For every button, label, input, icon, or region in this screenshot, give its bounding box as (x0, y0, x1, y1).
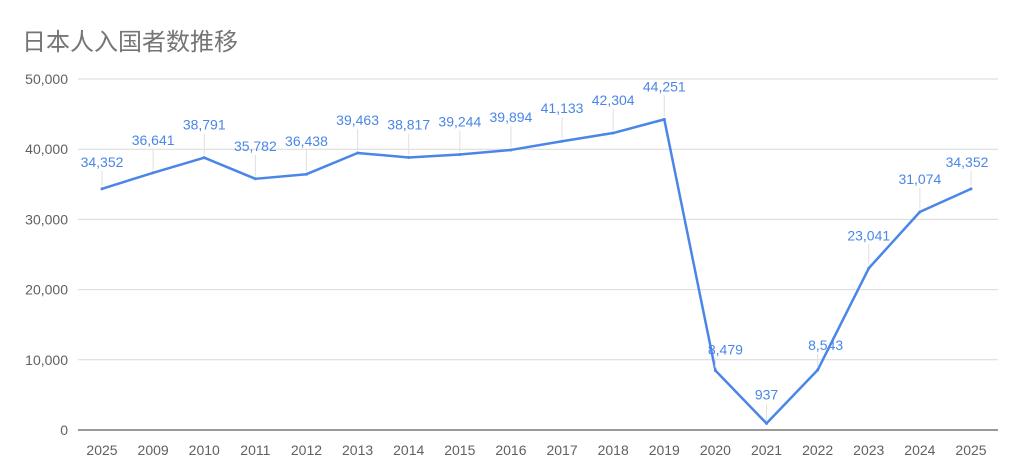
data-point (969, 187, 973, 191)
data-label: 42,304 (592, 92, 635, 108)
x-tick-label: 2019 (649, 442, 680, 458)
data-point (662, 117, 666, 121)
y-tick-label: 30,000 (25, 211, 68, 227)
data-point (918, 210, 922, 214)
data-point (867, 266, 871, 270)
data-point (816, 368, 820, 372)
x-tick-label: 2025 (86, 442, 117, 458)
data-point (765, 421, 769, 425)
data-label: 36,641 (132, 132, 175, 148)
data-label: 36,438 (285, 133, 328, 149)
x-tick-label: 2009 (138, 442, 169, 458)
data-label: 39,244 (438, 114, 481, 130)
x-tick-label: 2012 (291, 442, 322, 458)
x-tick-label: 2025 (955, 442, 986, 458)
data-label: 23,041 (847, 227, 890, 243)
data-point (202, 156, 206, 160)
data-point (713, 368, 717, 372)
data-label: 35,782 (234, 138, 277, 154)
data-point (100, 187, 104, 191)
x-tick-label: 2022 (802, 442, 833, 458)
data-label: 34,352 (81, 154, 124, 170)
data-label: 44,251 (643, 78, 686, 94)
y-tick-label: 40,000 (25, 141, 68, 157)
x-tick-label: 2014 (393, 442, 424, 458)
chart-title: 日本人入国者数推移 (22, 28, 238, 56)
data-point (407, 156, 411, 160)
data-label: 41,133 (541, 100, 584, 116)
x-tick-label: 2015 (444, 442, 475, 458)
data-point (304, 172, 308, 176)
data-point (356, 151, 360, 155)
x-tick-label: 2010 (189, 442, 220, 458)
series-line (101, 118, 972, 425)
data-label: 8,479 (708, 341, 743, 357)
x-tick-label: 2024 (904, 442, 935, 458)
x-tick-label: 2011 (240, 442, 270, 458)
y-tick-label: 10,000 (25, 352, 68, 368)
x-tick-label: 2018 (598, 442, 629, 458)
data-label: 38,791 (183, 117, 226, 133)
data-point (509, 148, 513, 152)
data-point (560, 139, 564, 143)
y-tick-label: 0 (60, 422, 68, 438)
data-point (458, 153, 462, 157)
x-tick-label: 2017 (546, 442, 577, 458)
x-tick-label: 2013 (342, 442, 373, 458)
data-label: 31,074 (898, 171, 941, 187)
data-label: 38,817 (387, 117, 430, 133)
data-point (151, 171, 155, 175)
x-tick-label: 2023 (853, 442, 884, 458)
data-label: 39,463 (336, 112, 379, 128)
data-label: 8,543 (808, 337, 843, 353)
x-tick-label: 2021 (751, 442, 782, 458)
y-tick-label: 20,000 (25, 282, 68, 298)
x-tick-label: 2020 (700, 442, 731, 458)
y-tick-label: 50,000 (25, 71, 68, 87)
data-label: 34,352 (946, 154, 989, 170)
data-point (253, 177, 257, 181)
data-label: 937 (755, 386, 779, 402)
x-tick-label: 2016 (495, 442, 526, 458)
data-point (611, 131, 615, 135)
data-label: 39,894 (490, 109, 533, 125)
